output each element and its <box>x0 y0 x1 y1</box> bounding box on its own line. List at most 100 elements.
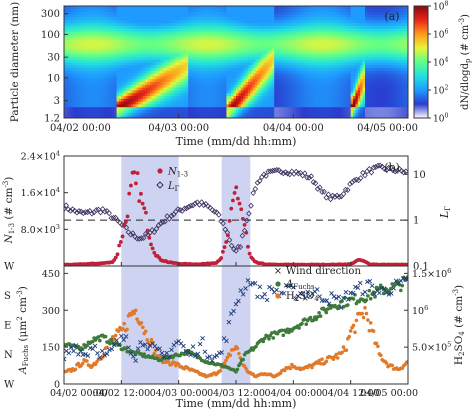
heatmap-cell <box>123 42 127 46</box>
heatmap-cell <box>135 28 139 32</box>
heatmap-cell <box>357 98 361 102</box>
heatmap-cell <box>130 70 134 74</box>
heatmap-cell <box>209 17 213 21</box>
heatmap-cell <box>274 45 278 49</box>
heatmap-cell <box>97 101 101 105</box>
heatmap-cell <box>64 81 67 85</box>
heatmap-cell <box>302 109 306 113</box>
heatmap-cell <box>312 45 316 49</box>
heatmap-cell <box>178 36 182 40</box>
heatmap-cell <box>207 14 211 18</box>
heatmap-cell <box>80 81 84 85</box>
heatmap-cell <box>78 78 82 82</box>
heatmap-cell <box>147 14 151 18</box>
heatmap-cell <box>290 104 294 108</box>
heatmap-cell <box>183 73 187 77</box>
heatmap-cell <box>147 42 151 46</box>
heatmap-cell <box>71 11 74 15</box>
heatmap-cell <box>87 50 91 54</box>
heatmap-cell <box>357 45 361 49</box>
heatmap-cell <box>319 14 323 18</box>
heatmap-cell <box>274 98 278 102</box>
heatmap-cell <box>161 67 165 71</box>
heatmap-cell <box>238 115 242 118</box>
heatmap-cell <box>262 78 266 82</box>
heatmap-cell <box>95 90 98 94</box>
heatmap-cell <box>274 53 278 57</box>
heatmap-cell <box>145 48 149 52</box>
heatmap-cell <box>111 112 115 116</box>
heatmap-cell <box>145 112 149 116</box>
heatmap-cell <box>152 48 156 52</box>
heatmap-cell <box>360 87 364 91</box>
heatmap-cell <box>200 14 203 18</box>
heatmap-cell <box>142 31 146 35</box>
heatmap-cell <box>83 70 86 74</box>
heatmap-cell <box>185 84 189 88</box>
heatmap-cell <box>288 50 292 54</box>
heatmap-cell <box>300 64 304 68</box>
heatmap-cell <box>262 28 266 32</box>
heatmap-cell <box>247 90 251 94</box>
heatmap-cell <box>238 104 242 108</box>
heatmap-cell <box>126 78 129 82</box>
heatmap-cell <box>345 109 349 113</box>
heatmap-cell <box>97 115 101 118</box>
heatmap-cell <box>350 53 354 57</box>
heatmap-cell <box>247 45 251 49</box>
heatmap-cell <box>331 109 335 113</box>
heatmap-cell <box>293 112 297 116</box>
heatmap-cell <box>173 11 177 15</box>
heatmap-cell <box>281 109 285 113</box>
heatmap-cell <box>336 25 340 29</box>
heatmap-cell <box>200 81 203 85</box>
heatmap-cell <box>255 53 258 57</box>
heatmap-cell <box>243 73 246 77</box>
heatmap-cell <box>324 70 328 74</box>
heatmap-cell <box>302 25 306 29</box>
heatmap-cell <box>286 25 289 29</box>
heatmap-cell <box>202 70 206 74</box>
heatmap-cell <box>85 25 89 29</box>
heatmap-cell <box>307 6 311 10</box>
heatmap-cell <box>197 20 201 24</box>
heatmap-cell <box>107 109 110 113</box>
heatmap-cell <box>78 56 82 60</box>
heatmap-cell <box>173 98 177 102</box>
heatmap-cell <box>245 62 249 66</box>
heatmap-cell <box>142 62 146 66</box>
heatmap-cell <box>142 87 146 91</box>
heatmap-cell <box>216 109 220 113</box>
heatmap-cell <box>73 11 77 15</box>
heatmap-cell <box>240 25 244 29</box>
heatmap-cell <box>245 20 249 24</box>
heatmap-cell <box>236 81 239 85</box>
heatmap-cell <box>178 70 182 74</box>
heatmap-cell <box>95 50 98 54</box>
heatmap-cell <box>319 67 323 71</box>
heatmap-cell <box>145 101 149 105</box>
heatmap-cell <box>145 67 149 71</box>
heatmap-cell <box>307 115 311 118</box>
heatmap-cell <box>290 53 294 57</box>
heatmap-cell <box>142 104 146 108</box>
heatmap-cell <box>68 92 72 96</box>
heatmap-cell <box>95 70 98 74</box>
heatmap-cell <box>305 6 309 10</box>
heatmap-cell <box>95 28 98 32</box>
heatmap-cell <box>195 6 199 10</box>
heatmap-cell <box>85 17 89 21</box>
heatmap-cell <box>178 64 182 68</box>
heatmap-cell <box>159 14 163 18</box>
heatmap-cell <box>164 17 168 21</box>
heatmap-cell <box>300 106 304 110</box>
heatmap-cell <box>286 59 289 63</box>
heatmap-cell <box>345 73 349 77</box>
heatmap-cell <box>90 115 94 118</box>
heatmap-cell <box>333 14 337 18</box>
heatmap-cell <box>118 62 122 66</box>
heatmap-cell <box>102 45 106 49</box>
heatmap-cell <box>224 87 227 91</box>
heatmap-cell <box>99 112 103 116</box>
heatmap-cell <box>78 76 82 80</box>
